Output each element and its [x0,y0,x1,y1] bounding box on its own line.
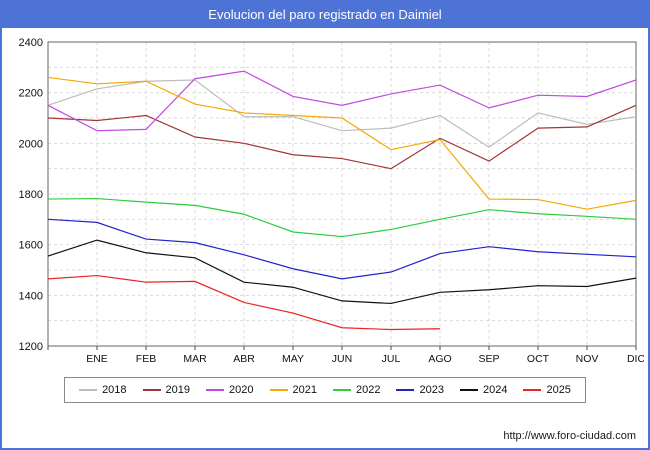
x-tick-label-oct: OCT [527,353,550,365]
series-line-2020 [47,70,637,132]
x-tick-label-abr: ABR [233,353,255,365]
x-tick-label-may: MAY [282,353,304,365]
series-line-2021 [47,76,637,210]
legend-label-2023: 2023 [419,384,444,396]
y-tick-label: 1200 [19,341,43,353]
y-tick-label: 1800 [19,189,43,201]
legend-label-2020: 2020 [229,384,254,396]
legend-item-2023: 2023 [396,384,444,396]
legend-label-2021: 2021 [292,384,317,396]
legend-swatch-2021 [269,389,288,391]
series-line-2022 [47,197,637,238]
legend-label-2019: 2019 [165,384,191,396]
y-tick-label: 1400 [19,290,43,302]
legend-label-2025: 2025 [546,384,571,396]
legend-swatch-2018 [79,389,98,391]
legend-item-2025: 2025 [523,384,571,396]
legend-item-2022: 2022 [333,384,380,396]
legend-item-2021: 2021 [269,384,317,396]
x-tick-label-ago: AGO [428,353,451,365]
legend-swatch-2022 [333,389,351,391]
legend-item-2024: 2024 [459,384,508,396]
plot-area: 1200 1400 1600 1800 2000 2200 2400 ENE FEB MAR ABR… [10,32,646,377]
legend-item-2018: 2018 [79,384,127,396]
legend-swatch-2023 [396,389,415,391]
foro-ciudad-link[interactable]: http://www.foro-ciudad.com [503,430,636,442]
x-tick-label-jun: JUN [332,353,352,365]
y-tick-label: 2400 [19,37,43,49]
legend-swatch-2025 [523,389,542,391]
y-tick-label: 2000 [19,138,43,150]
y-tick-label: 2200 [19,88,43,100]
y-tick-label: 1600 [19,240,43,252]
legend-swatch-2019 [142,389,161,391]
series-line-2023 [47,218,637,280]
legend-swatch-2020 [206,389,225,391]
x-tick-label-jul: JUL [382,353,401,365]
legend-label-2018: 2018 [102,384,127,396]
x-tick-label-sep: SEP [478,353,499,365]
x-tick-label-mar: MAR [183,353,207,365]
chart-title: Evolucion del paro registrado en Daimiel [2,2,648,28]
legend-item-2020: 2020 [206,384,254,396]
legend-swatch-2024 [459,389,478,391]
series-line-2024 [47,239,637,305]
x-tick-label-nov: NOV [576,353,599,365]
legend-item-2019: 2019 [142,384,191,396]
x-tick-label-feb: FEB [136,353,156,365]
line-chart: 1200 1400 1600 1800 2000 2200 2400 ENE FEB MAR ABR… [19,37,646,365]
legend-label-2024: 2024 [482,384,508,396]
legend: 2018 2019 2020 2021 2022 2023 2024 2025 [2,377,648,403]
legend-label-2022: 2022 [356,384,381,396]
series-line-2019 [47,104,637,170]
x-tick-label-ene: ENE [86,353,108,365]
series-line-2025 [47,274,441,331]
legend-box: 2018 2019 2020 2021 2022 2023 2024 2025 [64,377,586,403]
x-tick-label-dic: DIC [627,353,644,365]
